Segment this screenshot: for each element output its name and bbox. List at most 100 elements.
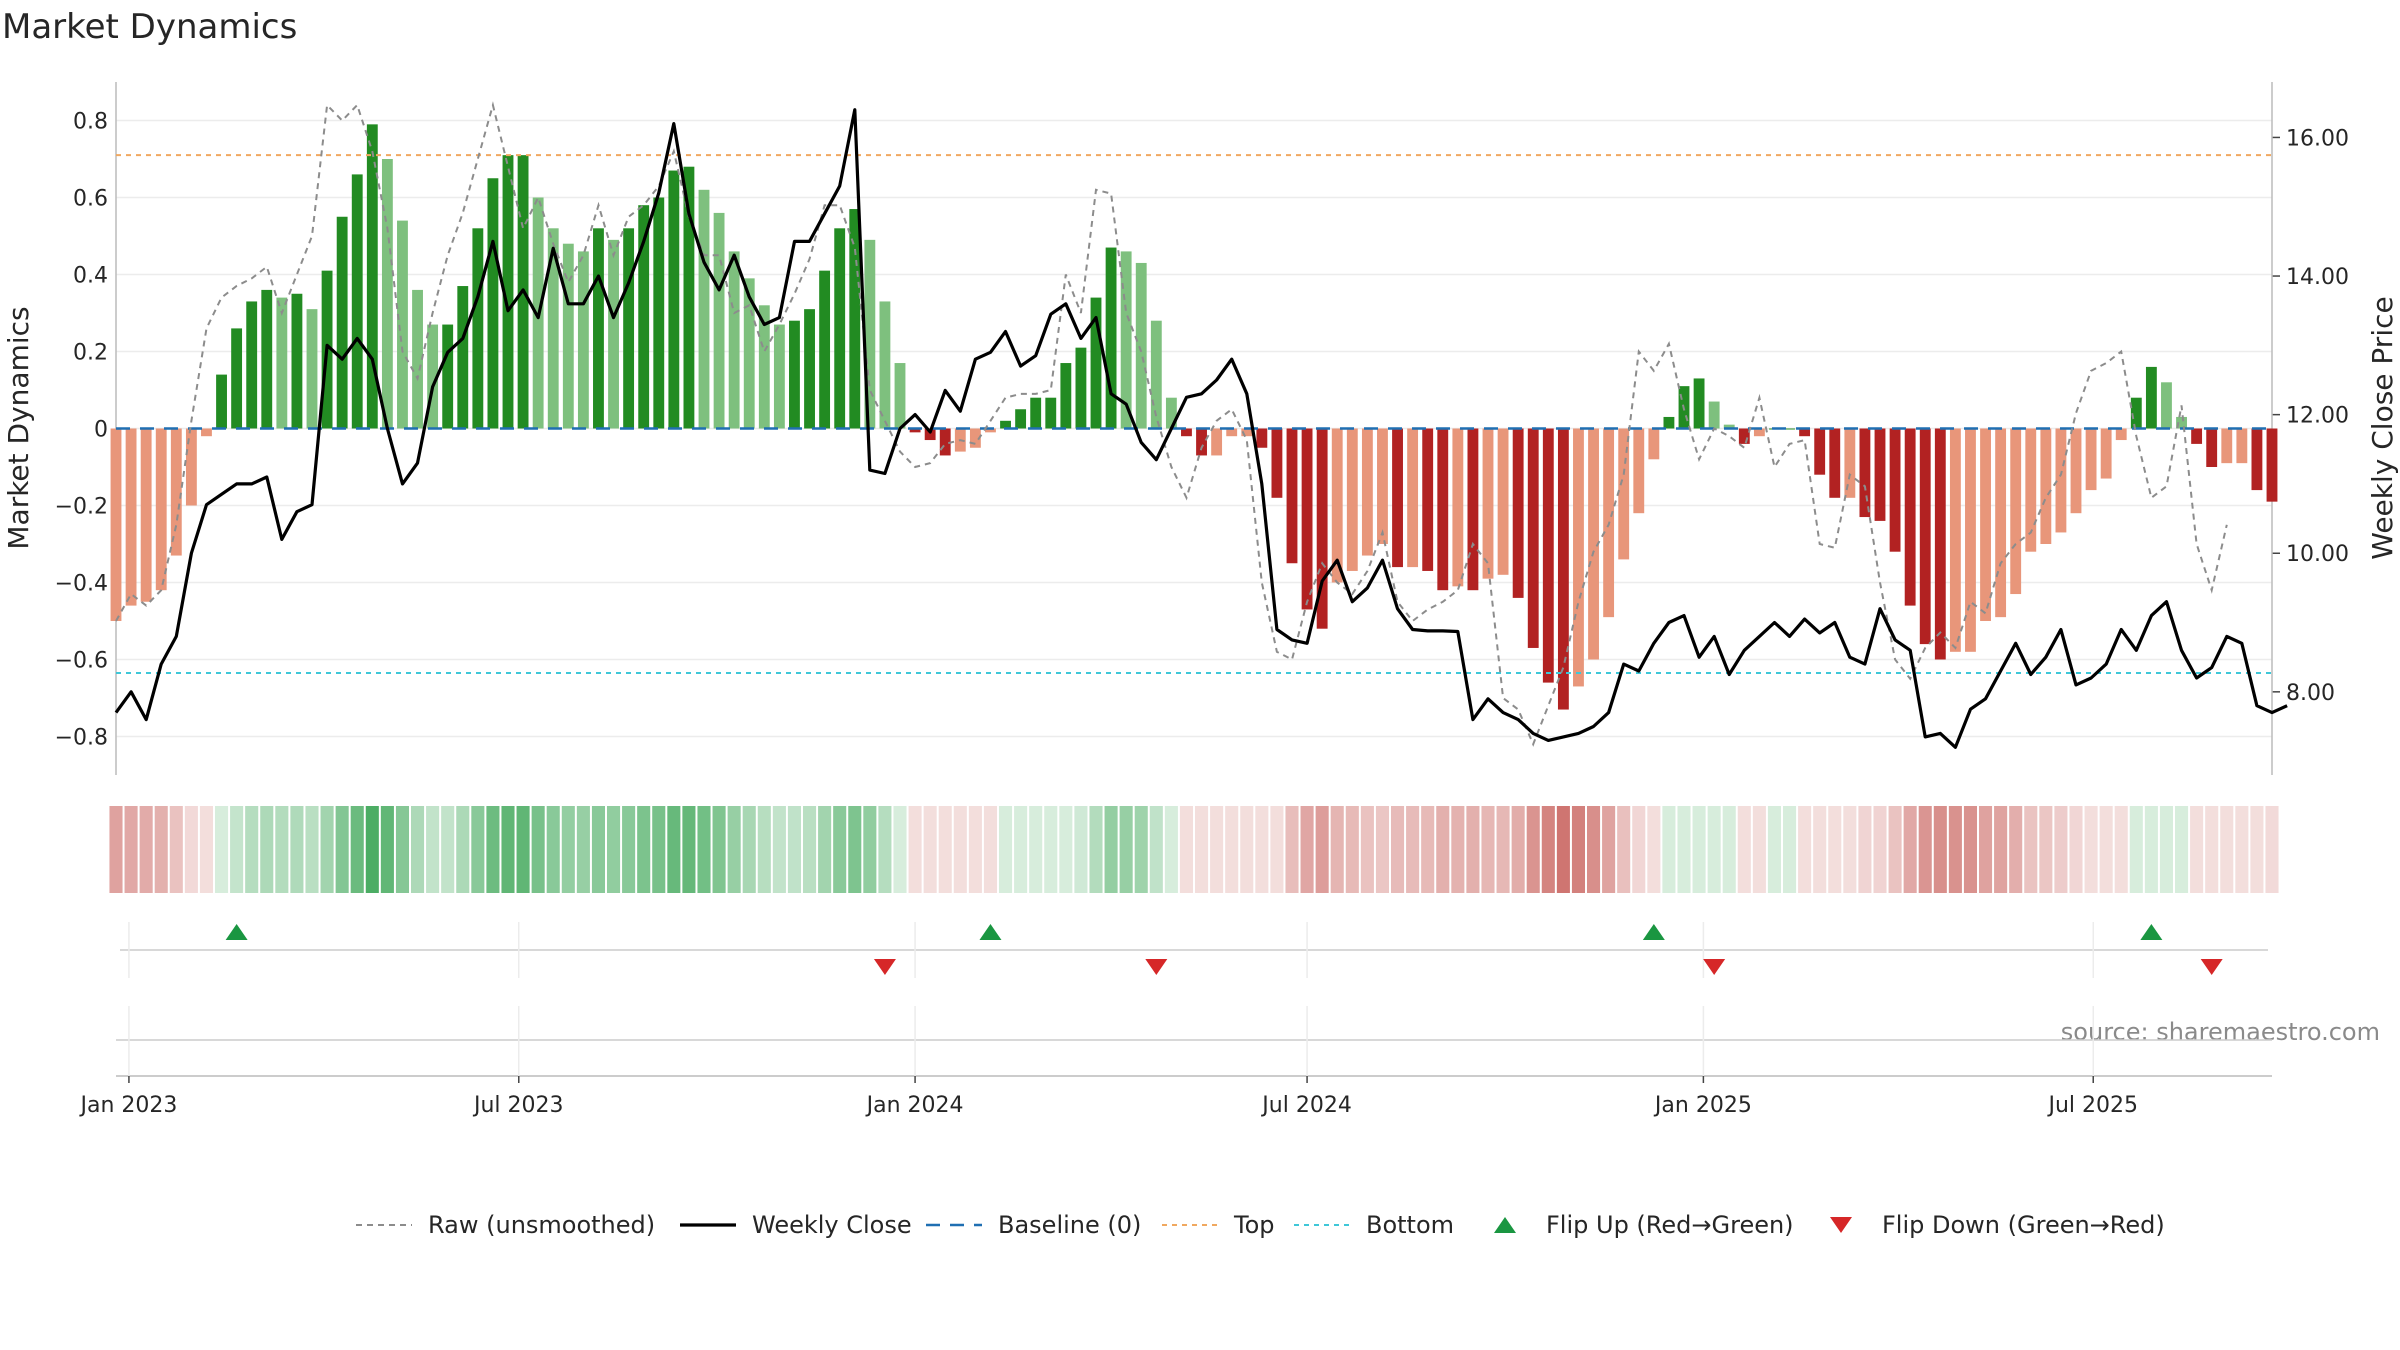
heat-strip-cell	[1571, 806, 1585, 893]
heat-strip-cell	[2069, 806, 2083, 893]
heat-strip-cell	[968, 806, 982, 893]
heat-strip-cell	[350, 806, 364, 893]
heat-strip-cell	[320, 806, 334, 893]
heat-strip-cell	[833, 806, 847, 893]
dynamics-bar	[1799, 428, 1811, 437]
heat-strip-cell	[109, 806, 123, 893]
dynamics-bar	[1241, 428, 1253, 437]
dynamics-bar	[1181, 428, 1192, 437]
dynamics-bar	[1663, 416, 1675, 429]
dynamics-bar	[1301, 428, 1313, 610]
dynamics-bar	[502, 155, 514, 429]
dynamics-bar	[1844, 428, 1856, 498]
heat-strip-cell	[1179, 806, 1193, 893]
weekly-close-line	[114, 108, 2288, 749]
heat-strip-cell	[199, 806, 213, 893]
dynamics-bar	[201, 428, 212, 437]
dynamics-bar	[1120, 251, 1132, 429]
heat-strip-cell	[260, 806, 274, 893]
dynamics-bar	[1557, 428, 1569, 710]
dynamics-bar	[110, 428, 122, 621]
legend-label-top: Top	[1233, 1211, 1275, 1239]
heat-strip-cell	[275, 806, 289, 893]
dynamics-bar	[1346, 428, 1358, 571]
dynamics-bar	[1135, 262, 1147, 429]
heat-strip-cell	[2114, 806, 2128, 893]
dynamics-bar	[306, 309, 318, 429]
dynamics-bar	[683, 166, 695, 429]
heat-strip-cell	[1948, 806, 1962, 893]
dynamics-bar	[894, 363, 906, 429]
dynamics-bar	[2191, 428, 2203, 444]
heat-strip-cell	[848, 806, 862, 893]
flip-down-marker	[873, 959, 896, 975]
heat-strip-cell	[772, 806, 786, 893]
heat-strip-cell	[2099, 806, 2113, 893]
dynamics-bar	[1949, 428, 1961, 652]
heat-strip-cell	[908, 806, 922, 893]
dynamics-bar	[2115, 428, 2127, 441]
heat-strip-cell	[2024, 806, 2038, 893]
heat-strip-cell	[1119, 806, 1133, 893]
y2-axis-label: Weekly Close Price	[2366, 296, 2399, 559]
heat-strip-cell	[1330, 806, 1344, 893]
heat-strip-cell	[818, 806, 832, 893]
heat-strip-cell	[938, 806, 952, 893]
heat-strip-cell	[1783, 806, 1797, 893]
dynamics-bar	[2070, 428, 2082, 514]
heat-strip-cell	[441, 806, 455, 893]
heat-strip-cell	[1843, 806, 1857, 893]
dynamics-bar	[1512, 428, 1524, 598]
heat-strip-cell	[923, 806, 937, 893]
heat-strip-cell	[215, 806, 229, 893]
heat-strip-cell	[1979, 806, 1993, 893]
flip-down-marker	[2200, 959, 2223, 975]
x-tick-label: Jan 2024	[865, 1093, 964, 1118]
y-tick-label: −0.4	[55, 572, 108, 597]
heat-strip-cell	[1587, 806, 1601, 893]
heat-strip-cell	[1421, 806, 1435, 893]
dynamics-bar	[1723, 424, 1735, 429]
heat-strip-cell	[169, 806, 183, 893]
heat-strip-cell	[380, 806, 394, 893]
dynamics-bar	[185, 428, 197, 506]
heat-strip-cell	[305, 806, 319, 893]
dynamics-bar	[246, 301, 258, 429]
dynamics-bar	[1090, 297, 1102, 429]
dynamics-bar	[758, 305, 770, 429]
y-tick-label: 0.8	[73, 110, 108, 135]
dynamics-bar	[2251, 428, 2263, 491]
dynamics-bar	[2025, 428, 2037, 552]
dynamics-bar	[2236, 428, 2248, 464]
heat-strip-cell	[2039, 806, 2053, 893]
dynamics-bar	[412, 289, 423, 429]
x-tick-label: Jul 2024	[1260, 1093, 1352, 1118]
dynamics-bar	[1196, 428, 1207, 456]
heat-strip-cell	[1285, 806, 1299, 893]
legend-label-close: Weekly Close	[752, 1211, 912, 1239]
heat-strip-cell	[1632, 806, 1646, 893]
chart-title: Market Dynamics	[2, 7, 297, 47]
dynamics-bar	[1015, 409, 1027, 429]
dynamics-bar	[1165, 397, 1177, 429]
dynamics-bar	[457, 286, 469, 429]
heat-strip-cell	[1737, 806, 1751, 893]
dynamics-bar	[397, 220, 408, 429]
heat-strip-cell	[1903, 806, 1917, 893]
dynamics-bar	[140, 428, 152, 602]
dynamics-bar	[1904, 428, 1916, 606]
heat-strip-cell	[2190, 806, 2204, 893]
dynamics-bar	[698, 189, 710, 429]
dynamics-bar	[1437, 428, 1449, 591]
heat-strip-cell	[1029, 806, 1043, 893]
dynamics-bar	[804, 309, 815, 429]
dynamics-bar	[1361, 428, 1373, 556]
dynamics-bar	[653, 197, 665, 429]
heat-strip-cell	[787, 806, 801, 893]
heat-strip-cell	[1526, 806, 1540, 893]
dynamics-bar	[1693, 378, 1705, 429]
heat-strip-cell	[335, 806, 349, 893]
dynamics-bar	[1060, 363, 1072, 429]
heat-strip-cell	[1225, 806, 1239, 893]
dynamics-bar	[1482, 428, 1494, 579]
